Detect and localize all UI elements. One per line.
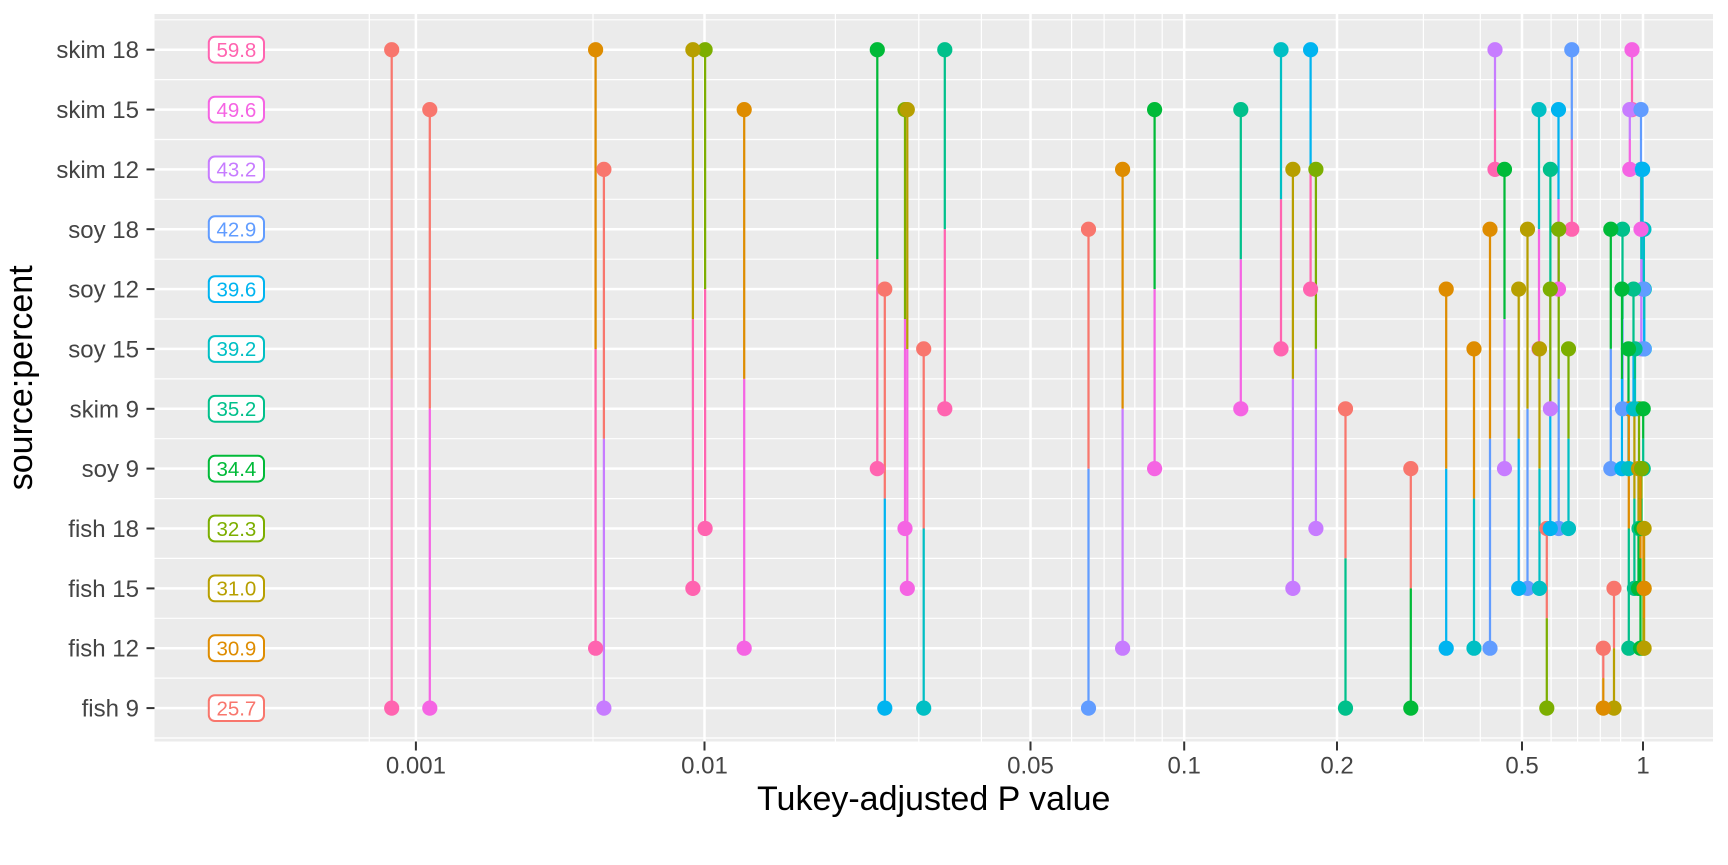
svg-text:35.2: 35.2 [216, 398, 256, 421]
svg-text:34.4: 34.4 [216, 458, 256, 481]
svg-text:31.0: 31.0 [216, 578, 256, 601]
svg-text:25.7: 25.7 [216, 697, 256, 720]
svg-text:soy 18: soy 18 [68, 217, 139, 244]
svg-text:soy 9: soy 9 [82, 456, 139, 483]
svg-text:fish 18: fish 18 [68, 516, 139, 543]
svg-text:0.5: 0.5 [1505, 753, 1538, 780]
svg-text:fish 9: fish 9 [82, 696, 139, 723]
svg-text:0.2: 0.2 [1320, 753, 1353, 780]
svg-text:fish 12: fish 12 [68, 636, 139, 663]
svg-text:soy 12: soy 12 [68, 277, 139, 304]
svg-text:Tukey-adjusted P value: Tukey-adjusted P value [757, 780, 1110, 818]
svg-text:0.05: 0.05 [1007, 753, 1054, 780]
svg-text:39.6: 39.6 [216, 278, 256, 301]
svg-text:source:percent: source:percent [2, 265, 40, 490]
svg-text:0.001: 0.001 [386, 753, 446, 780]
svg-text:30.9: 30.9 [216, 638, 256, 661]
svg-text:0.1: 0.1 [1168, 753, 1201, 780]
svg-text:49.6: 49.6 [216, 99, 256, 122]
svg-text:fish 15: fish 15 [68, 576, 139, 603]
svg-text:0.01: 0.01 [681, 753, 728, 780]
svg-text:soy 15: soy 15 [68, 336, 139, 363]
svg-text:skim 15: skim 15 [56, 97, 139, 124]
svg-text:42.9: 42.9 [216, 219, 256, 242]
svg-text:39.2: 39.2 [216, 338, 256, 361]
svg-text:1: 1 [1636, 753, 1649, 780]
svg-text:43.2: 43.2 [216, 159, 256, 182]
svg-text:32.3: 32.3 [216, 518, 256, 541]
svg-text:skim 9: skim 9 [70, 396, 139, 423]
svg-text:skim 18: skim 18 [56, 37, 139, 64]
svg-text:skim 12: skim 12 [56, 157, 139, 184]
svg-text:59.8: 59.8 [216, 39, 256, 62]
